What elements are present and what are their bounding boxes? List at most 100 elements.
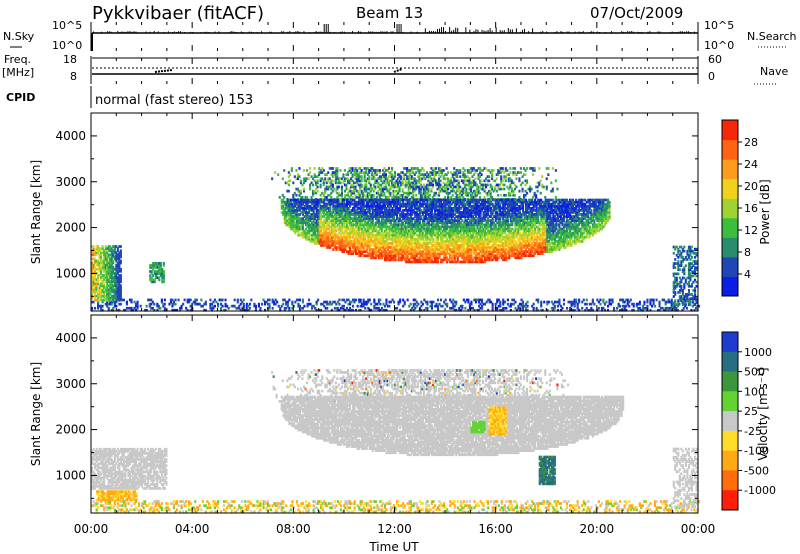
power-cell <box>399 207 402 210</box>
power-cell <box>361 223 364 227</box>
power-cell <box>298 306 301 310</box>
power-cell <box>305 219 308 222</box>
power-cell <box>106 278 109 281</box>
power-cell <box>415 300 418 304</box>
power-cell <box>406 231 409 235</box>
power-cell <box>425 187 428 191</box>
power-cell <box>687 272 690 276</box>
power-cell <box>471 179 474 183</box>
power-cell <box>522 308 525 312</box>
power-cell <box>359 213 362 216</box>
power-cell <box>97 267 100 271</box>
power-cell <box>374 229 377 233</box>
power-cell <box>241 300 244 304</box>
power-cell <box>687 247 690 251</box>
power-cell <box>113 288 116 292</box>
power-cell <box>418 219 421 222</box>
power-cell <box>672 264 675 267</box>
power-cell <box>358 223 361 227</box>
power-cell <box>299 191 302 195</box>
power-cell <box>381 189 384 193</box>
power-cell <box>350 244 353 247</box>
power-cell <box>324 173 327 176</box>
power-cell <box>297 227 300 231</box>
power-cell <box>95 284 98 288</box>
power-cell <box>359 221 362 225</box>
power-cell <box>107 272 110 275</box>
power-cell <box>526 308 529 312</box>
power-cell <box>367 200 370 204</box>
power-cell <box>391 256 394 260</box>
power-cell <box>678 297 681 300</box>
power-cell <box>391 242 394 245</box>
power-cell <box>418 227 421 231</box>
power-cell <box>423 254 426 258</box>
power-cell <box>461 306 464 310</box>
power-cell <box>417 252 420 255</box>
power-cell <box>414 298 417 302</box>
power-cell <box>391 227 394 231</box>
power-cell <box>388 200 391 204</box>
power-cell <box>106 296 109 300</box>
power-cell <box>364 204 367 208</box>
power-cell <box>110 282 113 286</box>
power-cell <box>344 217 347 220</box>
power-cell <box>399 248 402 251</box>
power-cell <box>327 213 330 216</box>
power-cell <box>312 223 315 227</box>
power-cell <box>362 209 365 212</box>
power-cell <box>333 242 336 245</box>
power-cell <box>400 254 403 258</box>
power-cell <box>693 308 696 312</box>
power-cell <box>675 245 678 249</box>
power-cell <box>327 198 330 202</box>
power-cell <box>417 246 420 249</box>
power-cell <box>491 304 494 308</box>
power-cell <box>285 211 288 214</box>
power-cell <box>450 181 453 185</box>
power-cell <box>336 237 339 241</box>
power-cell <box>391 248 394 251</box>
power-cell <box>500 193 503 197</box>
power-cell <box>399 256 402 260</box>
power-cell <box>512 173 515 176</box>
power-cell <box>365 244 368 247</box>
power-cell <box>674 280 677 284</box>
power-cell <box>107 306 110 310</box>
power-cell <box>301 221 304 225</box>
power-cell <box>101 251 104 255</box>
power-cell <box>297 198 300 202</box>
power-cell <box>366 193 369 197</box>
power-cell <box>349 252 352 255</box>
power-cell <box>116 263 119 267</box>
power-cell <box>319 185 322 189</box>
power-cell <box>119 276 122 279</box>
power-cell <box>295 187 298 191</box>
power-cell <box>374 235 377 239</box>
power-cell <box>319 193 322 197</box>
power-cell <box>287 171 290 174</box>
power-cell <box>409 169 412 172</box>
power-cell <box>224 304 227 308</box>
power-cell <box>349 223 352 227</box>
power-cell <box>342 233 345 237</box>
power-cell <box>541 185 544 189</box>
power-cell <box>403 235 406 239</box>
power-cell <box>156 308 159 312</box>
power-cell <box>104 298 107 302</box>
power-cell <box>423 227 426 231</box>
power-cell <box>294 213 297 216</box>
power-cell <box>311 229 314 233</box>
power-cell <box>327 202 330 206</box>
power-cell <box>498 183 501 187</box>
power-cell <box>110 308 113 312</box>
power-cell <box>383 229 386 233</box>
power-cell <box>110 284 113 288</box>
power-cell <box>368 181 371 185</box>
power-cell <box>375 173 378 176</box>
power-cell <box>458 306 461 310</box>
power-cell <box>115 280 118 283</box>
power-cell <box>352 202 355 206</box>
power-cell <box>684 256 687 259</box>
power-cell <box>362 254 365 258</box>
